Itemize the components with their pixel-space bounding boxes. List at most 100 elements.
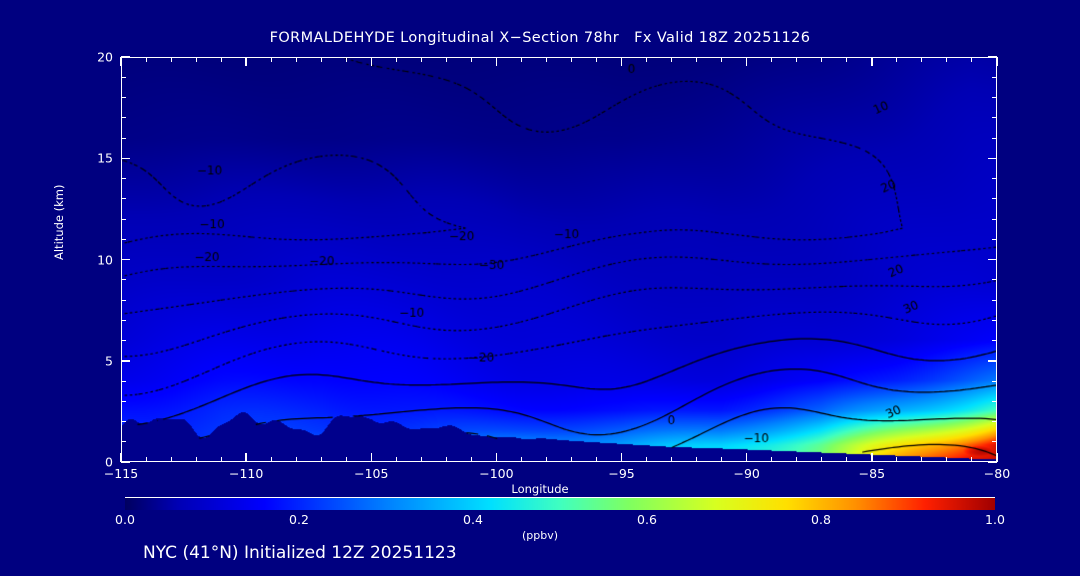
y-major-tick	[121, 157, 130, 159]
y-minor-tick-right	[992, 76, 997, 78]
x-minor-tick-top	[395, 57, 397, 62]
y-minor-tick	[121, 441, 126, 443]
colorbar-units: (ppbv)	[521, 529, 559, 542]
x-minor-tick-top	[195, 57, 197, 62]
x-minor-tick-top	[671, 57, 673, 62]
y-minor-tick	[121, 198, 126, 200]
x-minor-tick-top	[646, 57, 648, 62]
x-minor-tick-top	[921, 57, 923, 62]
y-minor-tick	[121, 76, 126, 78]
x-minor-tick-top	[420, 57, 422, 62]
x-minor-tick	[571, 457, 572, 462]
y-tick-label: 20	[97, 49, 113, 65]
x-major-tick-top	[495, 57, 498, 66]
x-minor-tick-top	[295, 57, 297, 62]
y-major-tick-right	[988, 461, 997, 463]
y-axis-title: Altitude (km)	[52, 184, 66, 260]
x-minor-tick	[596, 457, 598, 462]
y-major-tick	[121, 360, 130, 362]
x-minor-tick	[445, 457, 447, 462]
x-tick-label: −100	[479, 466, 514, 481]
x-tick-label: −80	[983, 466, 1011, 481]
x-major-tick-top	[245, 57, 247, 66]
x-minor-tick-top	[220, 57, 222, 62]
x-tick-label: −85	[858, 466, 886, 481]
x-major-tick	[370, 453, 373, 462]
y-minor-tick-right	[992, 441, 997, 443]
x-major-tick-top	[996, 57, 998, 66]
colorbar-tick-label: 0.4	[463, 512, 483, 527]
y-minor-tick-right	[992, 421, 997, 422]
x-tick-label: −90	[733, 466, 760, 481]
x-minor-tick-top	[170, 57, 172, 62]
y-major-tick	[121, 258, 130, 261]
x-minor-tick	[671, 457, 673, 462]
x-minor-tick	[646, 457, 648, 462]
y-minor-tick-right	[992, 319, 997, 321]
colorbar-gradient	[125, 497, 995, 510]
x-major-tick-top	[871, 57, 873, 66]
y-tick-label: 0	[105, 454, 113, 470]
y-major-tick	[121, 56, 130, 58]
x-minor-tick-top	[320, 57, 322, 62]
footer-caption: NYC (41°N) Initialized 12Z 20251123	[143, 543, 457, 563]
x-minor-tick-top	[571, 57, 572, 62]
x-minor-tick-top	[596, 57, 598, 62]
x-minor-tick	[295, 457, 297, 462]
x-major-tick	[745, 453, 748, 462]
y-minor-tick	[121, 319, 126, 321]
x-minor-tick-top	[470, 57, 472, 62]
colorbar-tick-label: 0.0	[115, 512, 135, 527]
x-minor-tick-top	[696, 57, 698, 62]
x-tick-label: −105	[354, 466, 389, 481]
y-major-tick-right	[988, 56, 997, 58]
x-minor-tick	[971, 457, 973, 462]
y-major-tick-right	[988, 360, 997, 362]
y-minor-tick-right	[992, 340, 997, 341]
x-minor-tick	[696, 457, 698, 462]
y-minor-tick	[121, 97, 126, 98]
x-minor-tick-top	[445, 57, 447, 62]
x-minor-tick	[545, 457, 547, 462]
y-minor-tick-right	[992, 400, 997, 402]
x-major-tick	[620, 453, 623, 462]
x-major-tick	[495, 453, 498, 462]
x-minor-tick-top	[846, 57, 848, 62]
x-minor-tick-top	[270, 57, 272, 62]
x-minor-tick	[145, 457, 147, 462]
y-minor-tick-right	[992, 117, 997, 119]
colorbar-tick-label: 0.8	[811, 512, 831, 527]
x-minor-tick-top	[896, 57, 898, 62]
x-minor-tick	[520, 457, 522, 462]
y-tick-label: 5	[105, 353, 113, 369]
y-minor-tick	[121, 279, 126, 281]
x-minor-tick	[921, 457, 923, 462]
page-title: FORMALDEHYDE Longitudinal X−Section 78hr…	[269, 30, 811, 46]
x-minor-tick-top	[971, 57, 973, 62]
x-minor-tick-top	[771, 57, 773, 62]
x-axis-title: Longitude	[511, 482, 569, 496]
x-major-tick	[120, 453, 122, 462]
y-minor-tick	[121, 340, 126, 341]
x-minor-tick	[896, 457, 898, 462]
y-minor-tick-right	[992, 97, 997, 98]
y-minor-tick-right	[992, 178, 997, 179]
y-minor-tick	[121, 238, 126, 240]
x-major-tick	[871, 453, 873, 462]
colorbar-tick-label: 0.6	[637, 512, 657, 527]
x-tick-label: −110	[228, 466, 264, 481]
x-minor-tick	[220, 457, 222, 462]
x-minor-tick-top	[946, 57, 948, 62]
x-minor-tick-top	[821, 57, 823, 62]
x-minor-tick	[170, 457, 172, 462]
x-major-tick	[245, 453, 247, 462]
y-minor-tick-right	[992, 279, 997, 281]
x-minor-tick	[270, 457, 272, 462]
x-tick-label: −115	[103, 466, 139, 481]
y-minor-tick-right	[992, 137, 997, 139]
x-major-tick-top	[370, 57, 373, 66]
cross-section-heatmap	[122, 58, 996, 461]
plot-area	[121, 57, 997, 462]
x-minor-tick-top	[796, 57, 798, 62]
y-minor-tick-right	[992, 218, 997, 220]
